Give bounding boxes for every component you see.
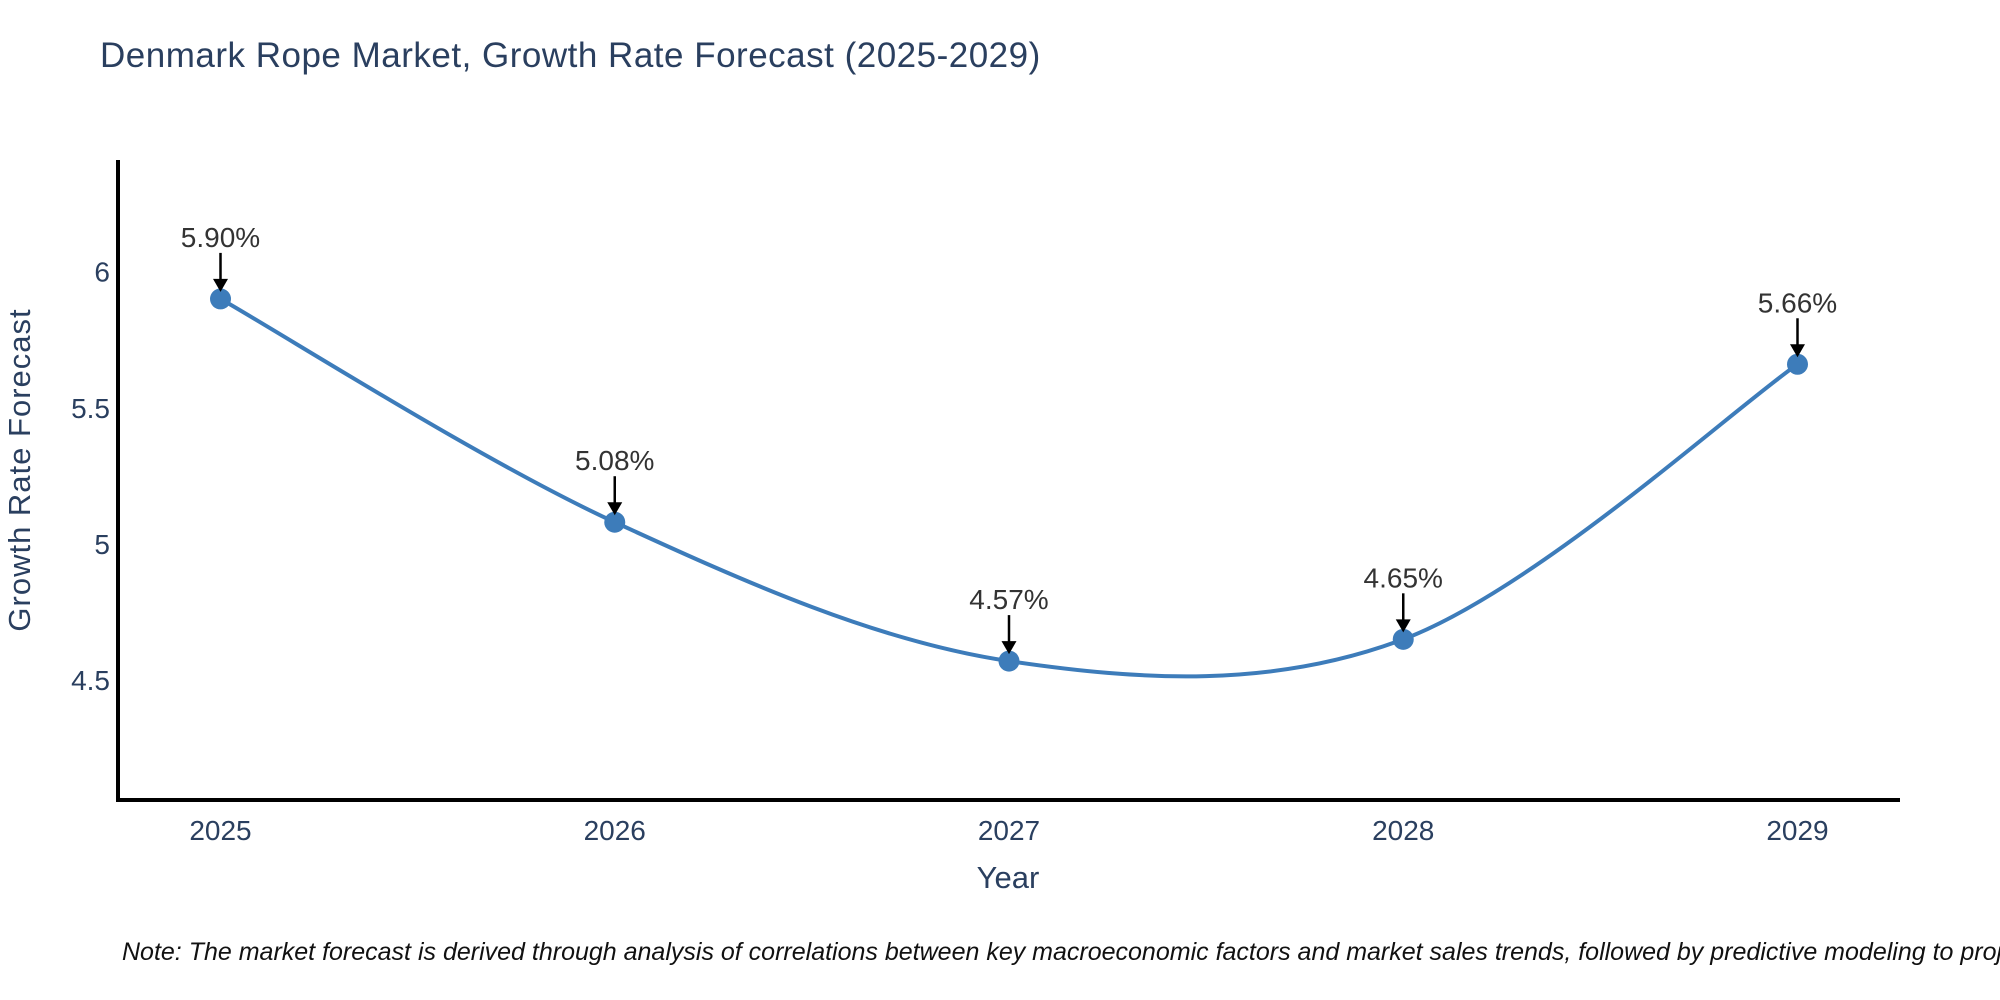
data-point-marker	[1392, 628, 1414, 650]
annotation-arrow-head	[1001, 641, 1017, 655]
x-tick-label: 2025	[189, 815, 251, 846]
data-point-markers	[210, 288, 1808, 672]
chart-title: Denmark Rope Market, Growth Rate Forecas…	[100, 36, 1041, 75]
data-point-annotation: 4.65%	[1364, 562, 1443, 633]
x-tick-label: 2028	[1372, 815, 1434, 846]
data-point-marker	[210, 288, 232, 310]
x-axis-tick-labels: 2025 2026 2027 2028 2029	[189, 815, 1828, 846]
y-tick-label: 4.5	[71, 665, 110, 696]
data-point-marker	[604, 511, 626, 533]
data-point-label: 5.08%	[575, 445, 654, 476]
footnote: Note: The market forecast is derived thr…	[122, 938, 2000, 966]
annotation-arrow-head	[1395, 619, 1411, 633]
data-point-annotation: 4.57%	[969, 584, 1049, 655]
annotation-arrow-head	[213, 278, 229, 292]
annotation-arrow-head	[1789, 344, 1805, 358]
x-tick-label: 2027	[978, 815, 1040, 846]
data-point-label: 5.66%	[1758, 287, 1837, 318]
x-axis-title: Year	[977, 860, 1040, 895]
data-point-marker	[998, 650, 1020, 672]
data-point-label: 5.90%	[181, 222, 260, 253]
y-axis-title: Growth Rate Forecast	[2, 308, 37, 631]
y-tick-label: 6	[94, 257, 110, 288]
y-tick-label: 5	[94, 529, 110, 560]
data-point-marker	[1786, 353, 1808, 375]
data-point-label: 4.57%	[969, 584, 1048, 615]
y-axis-tick-labels: 4.5 5 5.5 6	[71, 257, 110, 697]
x-tick-label: 2026	[584, 815, 646, 846]
data-point-annotation: 5.90%	[181, 222, 260, 292]
data-point-annotation: 5.08%	[575, 445, 654, 516]
y-tick-label: 5.5	[71, 393, 110, 424]
data-point-annotation: 5.66%	[1758, 287, 1837, 358]
annotation-arrow-head	[607, 502, 623, 516]
data-point-annotations: 5.90% 5.08% 4.57% 4.65% 5.66%	[181, 222, 1837, 655]
data-point-label: 4.65%	[1364, 562, 1443, 593]
x-tick-label: 2029	[1766, 815, 1828, 846]
